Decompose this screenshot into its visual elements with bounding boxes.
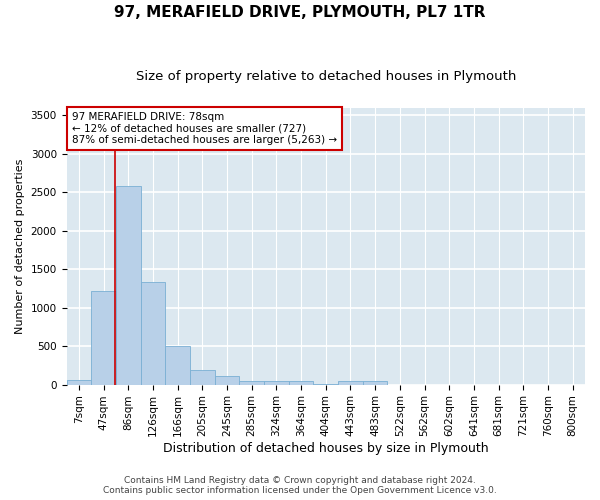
X-axis label: Distribution of detached houses by size in Plymouth: Distribution of detached houses by size … [163,442,488,455]
Bar [91,291,116,384]
Bar [67,380,91,384]
Bar [289,381,313,384]
Bar [116,186,140,384]
Bar [140,282,165,385]
Text: 97, MERAFIELD DRIVE, PLYMOUTH, PL7 1TR: 97, MERAFIELD DRIVE, PLYMOUTH, PL7 1TR [114,5,486,20]
Y-axis label: Number of detached properties: Number of detached properties [15,158,25,334]
Bar [363,381,388,384]
Bar [338,381,363,384]
Text: 97 MERAFIELD DRIVE: 78sqm
← 12% of detached houses are smaller (727)
87% of semi: 97 MERAFIELD DRIVE: 78sqm ← 12% of detac… [72,112,337,145]
Bar [190,370,215,384]
Text: Contains HM Land Registry data © Crown copyright and database right 2024.
Contai: Contains HM Land Registry data © Crown c… [103,476,497,495]
Bar [165,346,190,385]
Title: Size of property relative to detached houses in Plymouth: Size of property relative to detached ho… [136,70,516,83]
Bar [239,381,264,384]
Bar [264,381,289,384]
Bar [215,376,239,384]
